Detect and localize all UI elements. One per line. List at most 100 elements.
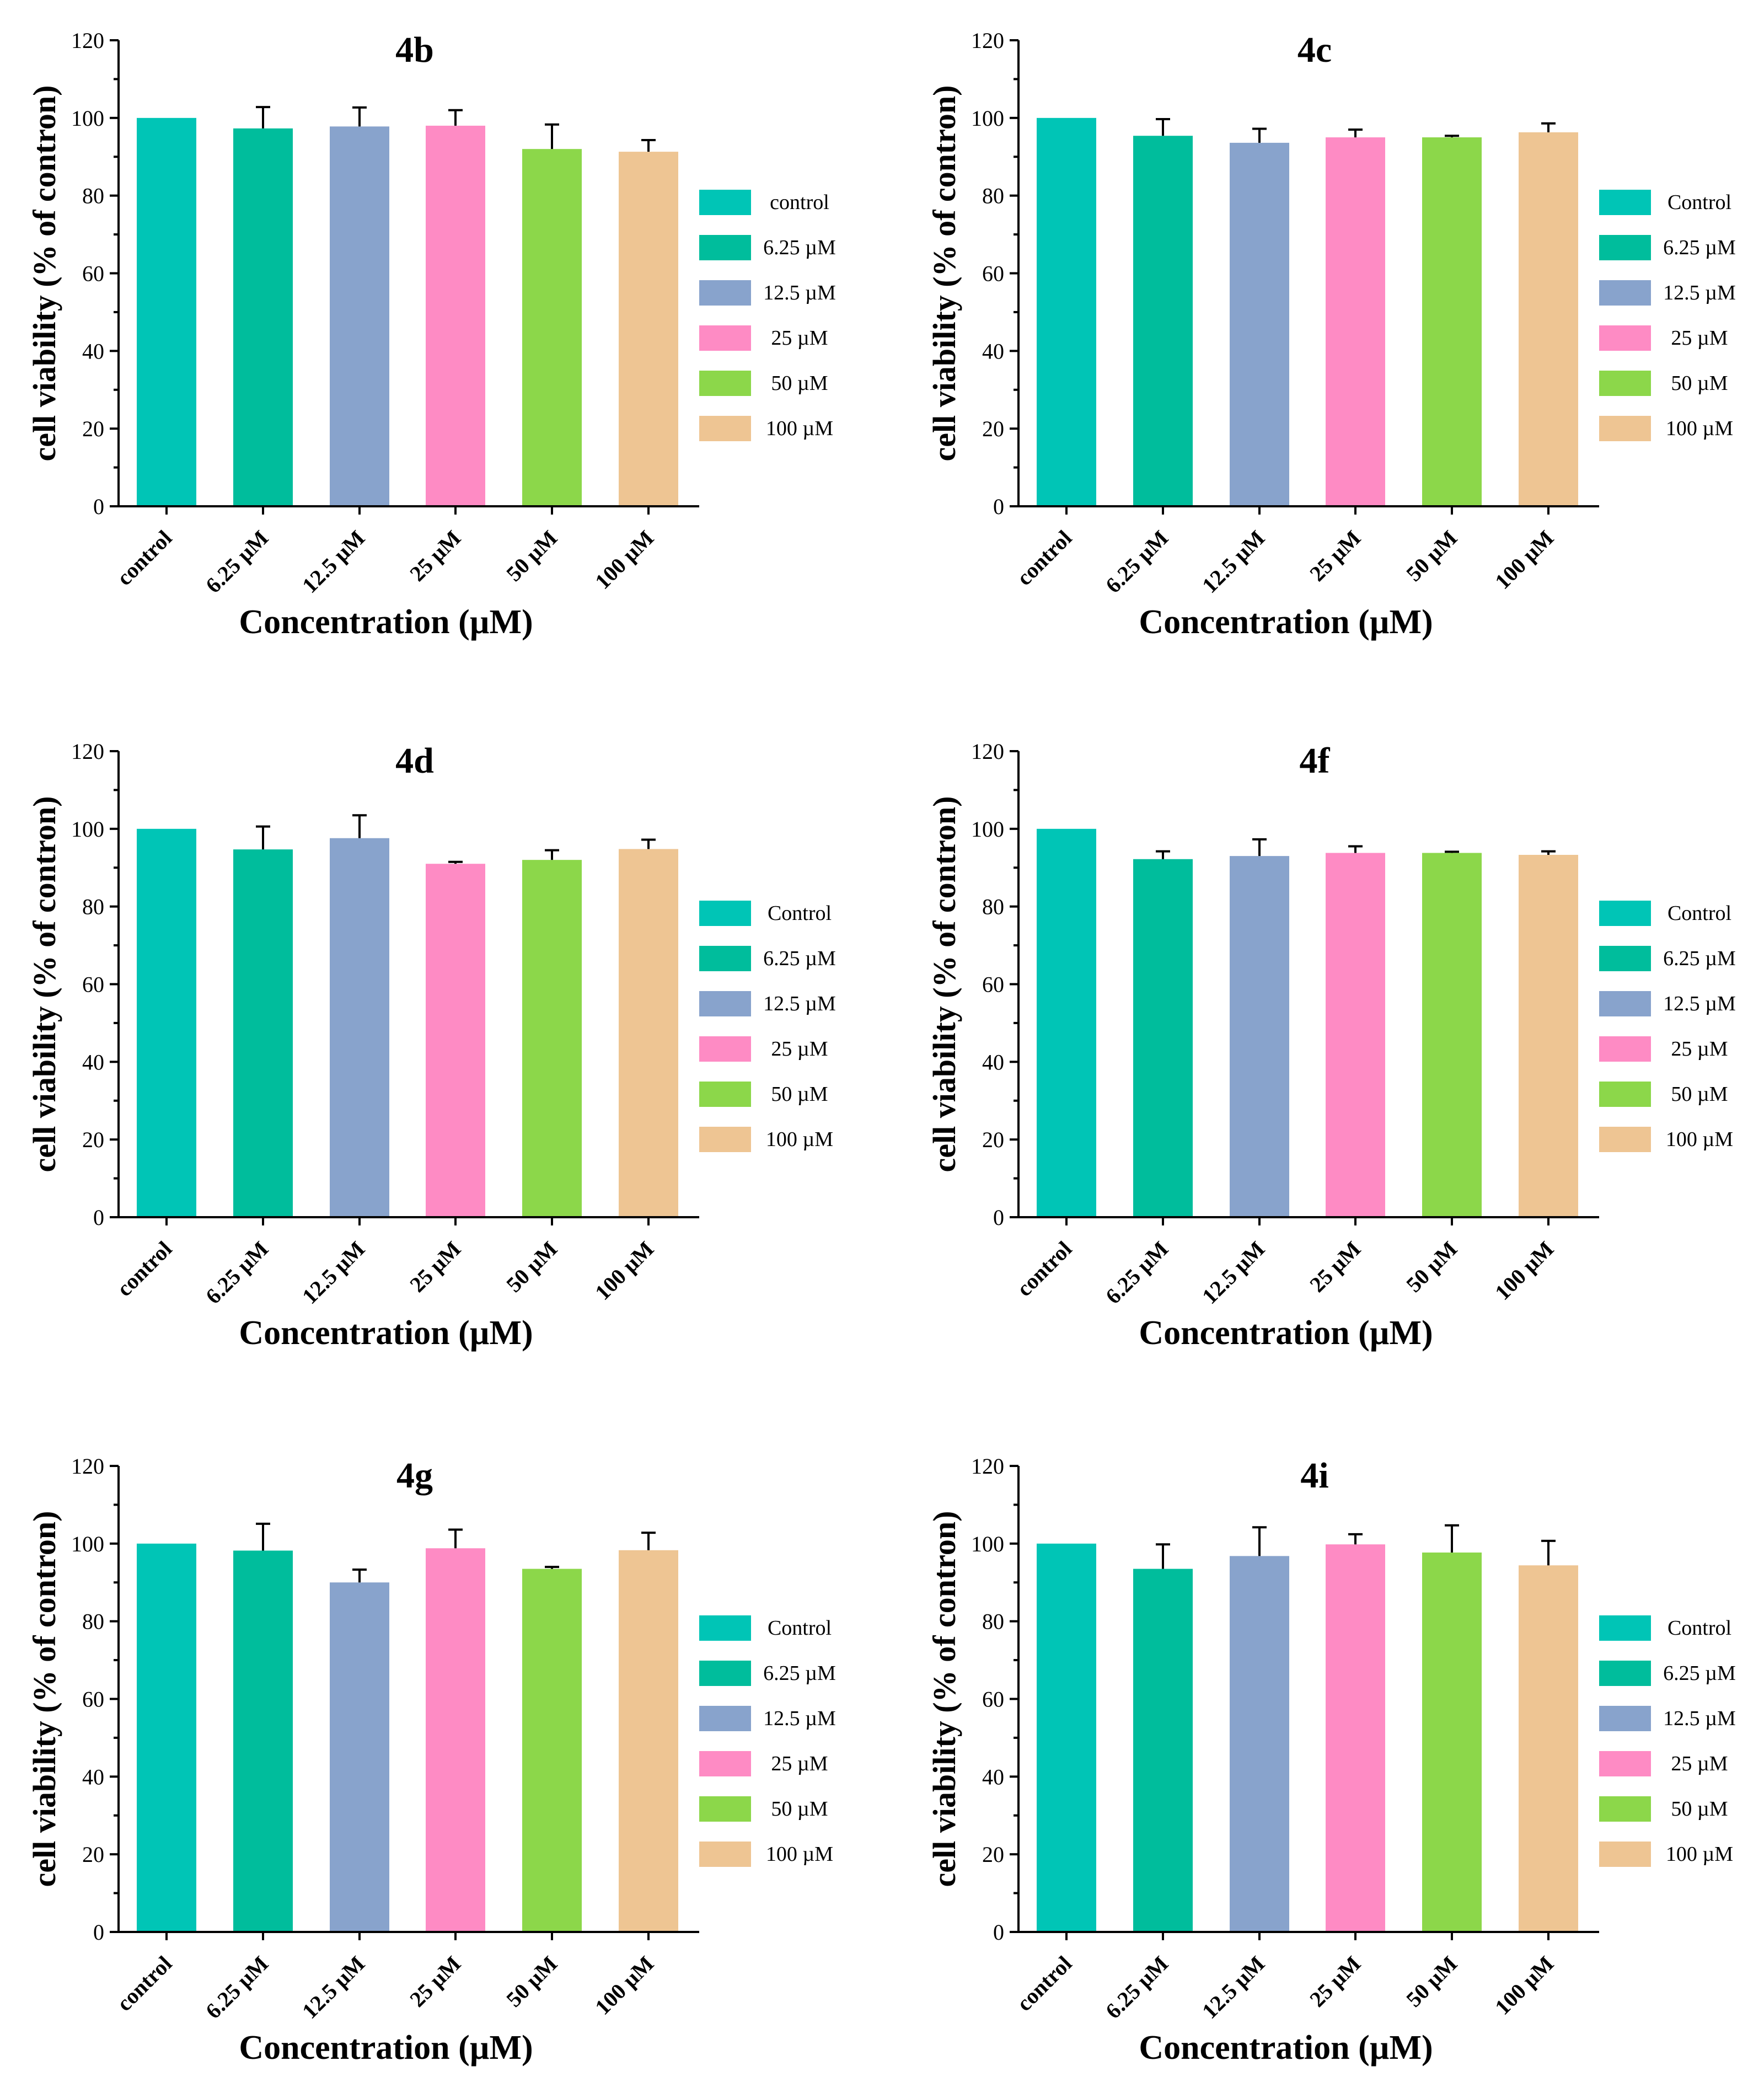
y-tick-label: 60: [82, 1687, 104, 1712]
x-tick-label: 12.5 µM: [297, 526, 369, 598]
legend-label: Control: [768, 902, 832, 925]
x-tick-label: control: [1012, 1236, 1077, 1302]
legend-label: 6.25 µM: [763, 1662, 836, 1685]
x-tick-label: 100 µM: [1490, 1951, 1558, 2020]
legend-swatch: [699, 901, 751, 926]
legend-swatch: [699, 1127, 751, 1152]
y-tick-label: 0: [93, 1205, 104, 1230]
legend-label: Control: [1668, 191, 1731, 214]
legend-swatch: [1599, 1842, 1651, 1867]
bar-4f-4: [1422, 853, 1482, 1217]
y-tick-label: 100: [971, 106, 1004, 131]
y-tick-label: 40: [82, 339, 104, 363]
legend-label: Control: [768, 1616, 832, 1640]
legend-swatch: [699, 416, 751, 441]
y-tick-label: 120: [71, 1454, 104, 1479]
legend-label: 25 µM: [1671, 326, 1728, 350]
legend-swatch: [1599, 1661, 1651, 1686]
chart-title: 4d: [395, 741, 434, 781]
x-tick-label: 100 µM: [1490, 526, 1558, 594]
x-tick-label: control: [1012, 1951, 1077, 2016]
legend-label: 25 µM: [1671, 1752, 1728, 1775]
x-axis-label: Concentration (µM): [239, 603, 533, 641]
x-tick-label: 100 µM: [590, 526, 658, 594]
legend-swatch: [699, 1842, 751, 1867]
legend-label: 50 µM: [1671, 1083, 1728, 1106]
legend-swatch: [1599, 280, 1651, 306]
bar-4b-4: [522, 149, 582, 507]
x-tick-label: 25 µM: [405, 526, 465, 586]
legend-swatch: [1599, 190, 1651, 215]
y-tick-label: 100: [971, 1532, 1004, 1556]
bar-4c-0: [1037, 117, 1096, 507]
x-tick-label: 25 µM: [405, 1951, 465, 2012]
bar-4c-5: [1519, 132, 1578, 506]
y-tick-label: 80: [82, 1609, 104, 1634]
legend-swatch: [1599, 416, 1651, 441]
legend-label: 12.5 µM: [763, 992, 836, 1015]
legend-swatch: [1599, 1796, 1651, 1822]
legend-label: 100 µM: [766, 1843, 833, 1866]
bar-4d-3: [426, 864, 485, 1217]
y-tick-label: 120: [971, 739, 1004, 764]
bar-4d-5: [619, 849, 678, 1217]
y-axis-label: cell viability (% of contron): [926, 796, 962, 1173]
x-tick-label: 6.25 µM: [201, 1236, 273, 1309]
legend-label: 100 µM: [766, 1128, 833, 1151]
legend-label: Control: [1668, 902, 1731, 925]
y-tick-label: 80: [82, 895, 104, 919]
legend-label: 25 µM: [771, 326, 828, 350]
bar-4g-4: [522, 1569, 582, 1932]
y-tick-label: 80: [982, 184, 1004, 208]
bar-4b-3: [426, 125, 485, 506]
bar-4i-0: [1037, 1543, 1096, 1932]
y-axis-label: cell viability (% of contron): [926, 1511, 962, 1887]
legend-label: 50 µM: [771, 1083, 828, 1106]
bar-4b-0: [137, 117, 196, 507]
legend-swatch: [699, 1706, 751, 1731]
x-tick-label: 25 µM: [405, 1236, 465, 1297]
legend-label: 25 µM: [771, 1037, 828, 1061]
legend-label: 50 µM: [771, 1797, 828, 1821]
x-tick-label: control: [112, 526, 177, 591]
bar-4g-1: [233, 1550, 293, 1932]
legend-label: 100 µM: [1666, 1128, 1733, 1151]
y-axis-label: cell viability (% of contron): [926, 85, 962, 462]
legend-swatch: [699, 190, 751, 215]
legend-label: 12.5 µM: [763, 281, 836, 304]
y-tick-label: 60: [982, 261, 1004, 286]
legend-swatch: [1599, 946, 1651, 971]
x-tick-label: 25 µM: [1305, 526, 1365, 586]
legend-label: 12.5 µM: [1663, 281, 1736, 304]
y-axis-label: cell viability (% of contron): [26, 796, 62, 1173]
y-axis-label: cell viability (% of contron): [26, 85, 62, 462]
chart-panel-4f: 0 20 40 60 80 100 120 control 6.25 µM 12.5 µM 25 µ…: [926, 739, 1736, 1352]
x-tick-label: 6.25 µM: [1101, 1236, 1173, 1309]
x-tick-label: 12.5 µM: [1197, 1951, 1269, 2024]
y-tick-label: 120: [971, 1454, 1004, 1479]
legend-swatch: [1599, 1127, 1651, 1152]
bar-4g-2: [330, 1582, 389, 1932]
bar-4i-3: [1326, 1544, 1385, 1932]
bar-4d-2: [330, 838, 389, 1217]
legend-swatch: [699, 1615, 751, 1641]
y-tick-label: 0: [93, 1920, 104, 1945]
legend-label: 6.25 µM: [1663, 947, 1736, 970]
bar-4f-5: [1519, 855, 1578, 1217]
bar-4f-1: [1133, 859, 1193, 1217]
chart-panel-4b: 0 20 40 60 80 100 120 control 6.25 µM 12.5 µM 25 µ…: [26, 28, 836, 641]
chart-panel-4c: 0 20 40 60 80 100 120 control 6.25 µM 12.5 µM 25 µ…: [926, 28, 1736, 641]
bar-4i-2: [1230, 1556, 1289, 1932]
legend-swatch: [699, 1661, 751, 1686]
legend-label: 100 µM: [1666, 1843, 1733, 1866]
y-tick-label: 20: [982, 416, 1004, 441]
y-tick-label: 40: [982, 1050, 1004, 1074]
legend-label: 12.5 µM: [1663, 1707, 1736, 1730]
bar-4b-1: [233, 128, 293, 507]
y-tick-label: 80: [982, 1609, 1004, 1634]
x-tick-label: 100 µM: [590, 1951, 658, 2020]
chart-title: 4c: [1297, 30, 1332, 70]
legend-swatch: [1599, 1082, 1651, 1107]
legend-swatch: [699, 325, 751, 351]
